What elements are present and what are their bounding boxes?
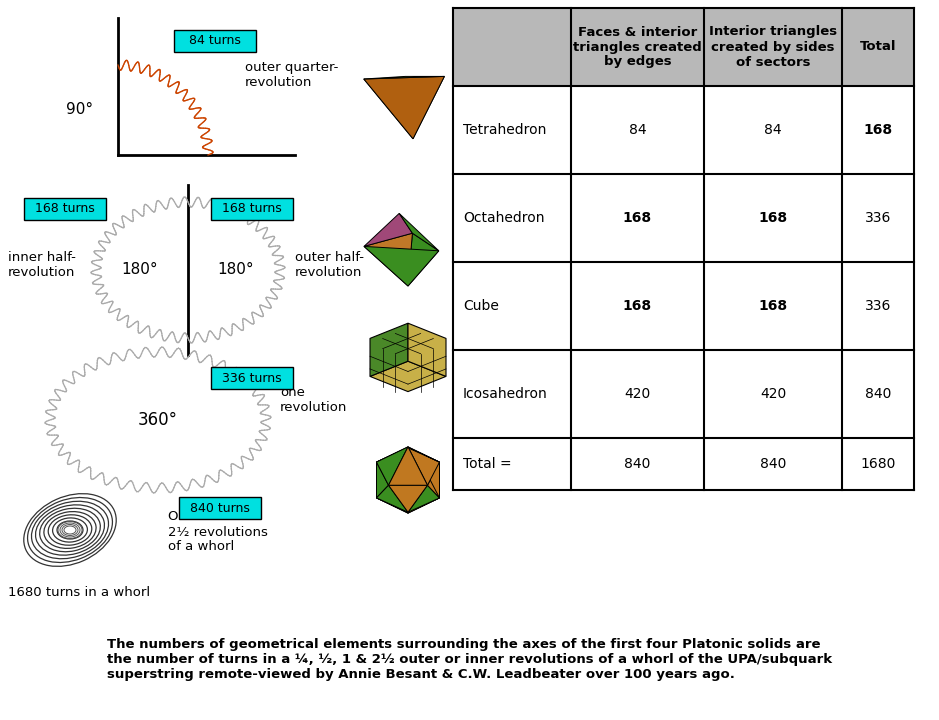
Polygon shape bbox=[377, 448, 408, 474]
Text: 420: 420 bbox=[624, 387, 651, 401]
Polygon shape bbox=[364, 233, 412, 286]
Polygon shape bbox=[370, 361, 446, 392]
Polygon shape bbox=[370, 323, 408, 377]
Polygon shape bbox=[364, 213, 412, 246]
Text: Outer & inner
2½ revolutions
of a whorl: Outer & inner 2½ revolutions of a whorl bbox=[168, 510, 268, 554]
Polygon shape bbox=[408, 447, 439, 462]
Text: 168: 168 bbox=[759, 299, 788, 313]
FancyBboxPatch shape bbox=[179, 497, 261, 519]
Text: Cube: Cube bbox=[463, 299, 499, 313]
Polygon shape bbox=[427, 462, 439, 498]
Text: Interior triangles
created by sides
of sectors: Interior triangles created by sides of s… bbox=[709, 25, 837, 68]
FancyBboxPatch shape bbox=[24, 198, 106, 220]
Text: 180°: 180° bbox=[122, 263, 159, 277]
Polygon shape bbox=[377, 498, 408, 513]
Text: outer half-
revolution: outer half- revolution bbox=[295, 251, 364, 279]
Text: 840: 840 bbox=[624, 457, 651, 471]
Text: Icosahedron: Icosahedron bbox=[463, 387, 547, 401]
Text: 84: 84 bbox=[629, 123, 646, 137]
Polygon shape bbox=[377, 474, 408, 513]
Text: 360°: 360° bbox=[138, 411, 178, 429]
Text: 168 turns: 168 turns bbox=[223, 202, 282, 215]
Text: Total: Total bbox=[860, 40, 896, 53]
Text: 336: 336 bbox=[865, 211, 891, 225]
Text: Total =: Total = bbox=[463, 457, 512, 471]
Polygon shape bbox=[363, 79, 413, 139]
Polygon shape bbox=[389, 447, 427, 485]
Text: Faces & interior
triangles created
by edges: Faces & interior triangles created by ed… bbox=[573, 25, 701, 68]
Text: 168 turns: 168 turns bbox=[35, 202, 95, 215]
Text: 336: 336 bbox=[865, 299, 891, 313]
Polygon shape bbox=[408, 323, 446, 377]
Polygon shape bbox=[408, 76, 444, 139]
Text: 1680 turns in a whorl: 1680 turns in a whorl bbox=[8, 585, 150, 598]
Text: 90°: 90° bbox=[67, 102, 94, 117]
Text: 84 turns: 84 turns bbox=[189, 35, 241, 48]
Polygon shape bbox=[363, 76, 444, 139]
Polygon shape bbox=[408, 448, 439, 474]
Polygon shape bbox=[377, 447, 408, 485]
Text: The numbers of geometrical elements surrounding the axes of the first four Plato: The numbers of geometrical elements surr… bbox=[107, 638, 833, 681]
Polygon shape bbox=[408, 233, 439, 286]
Text: 84: 84 bbox=[764, 123, 782, 137]
Polygon shape bbox=[408, 485, 439, 512]
Polygon shape bbox=[363, 76, 444, 79]
Polygon shape bbox=[364, 246, 439, 286]
Text: 1680: 1680 bbox=[860, 457, 896, 471]
FancyBboxPatch shape bbox=[211, 198, 293, 220]
Bar bbox=[453, 8, 914, 490]
Text: 336 turns: 336 turns bbox=[223, 372, 282, 384]
Text: 840: 840 bbox=[865, 387, 891, 401]
Polygon shape bbox=[389, 474, 427, 513]
Text: 180°: 180° bbox=[218, 263, 254, 277]
Polygon shape bbox=[399, 213, 439, 251]
Polygon shape bbox=[389, 485, 427, 512]
Polygon shape bbox=[389, 448, 427, 474]
Polygon shape bbox=[408, 498, 439, 513]
Text: 168: 168 bbox=[623, 299, 652, 313]
Text: 840 turns: 840 turns bbox=[190, 502, 250, 515]
Text: 168: 168 bbox=[623, 211, 652, 225]
Polygon shape bbox=[377, 447, 408, 462]
Text: one
revolution: one revolution bbox=[280, 386, 347, 414]
Text: Tetrahedron: Tetrahedron bbox=[463, 123, 546, 137]
Text: 168: 168 bbox=[864, 123, 893, 137]
Text: 840: 840 bbox=[760, 457, 786, 471]
Text: Octahedron: Octahedron bbox=[463, 211, 545, 225]
Polygon shape bbox=[377, 485, 408, 512]
Polygon shape bbox=[408, 447, 439, 485]
Polygon shape bbox=[377, 462, 389, 498]
Text: outer quarter-
revolution: outer quarter- revolution bbox=[245, 61, 338, 89]
Polygon shape bbox=[427, 462, 439, 498]
Bar bbox=[453, 8, 914, 86]
Polygon shape bbox=[408, 474, 439, 513]
Polygon shape bbox=[377, 462, 389, 498]
FancyBboxPatch shape bbox=[211, 367, 293, 389]
Text: 420: 420 bbox=[760, 387, 786, 401]
Text: inner half-
revolution: inner half- revolution bbox=[8, 251, 76, 279]
FancyBboxPatch shape bbox=[174, 30, 256, 52]
Text: 168: 168 bbox=[759, 211, 788, 225]
